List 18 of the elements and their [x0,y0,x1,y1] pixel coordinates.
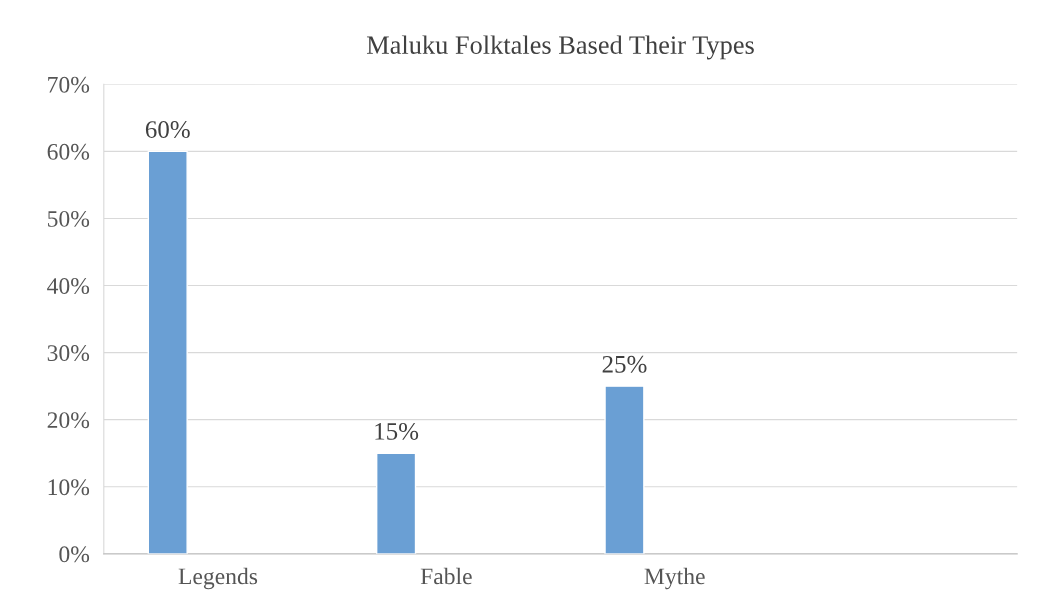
data-label: 15% [375,422,419,440]
data-label: 25% [602,355,647,373]
bar [604,385,645,554]
y-tick-label: 60% [47,143,90,160]
y-tick-label: 50% [48,210,90,227]
bar [147,150,188,554]
y-tick-label: 70% [48,76,90,93]
x-tick-label: Fable [420,567,472,585]
bar [375,452,417,554]
x-tick-label: Legends [178,567,258,590]
x-tick-label: Mythe [644,567,705,590]
y-tick-label: 20% [47,412,90,429]
y-tick-label: 30% [47,345,90,362]
y-tick-label: 0% [59,546,90,563]
chart-title: Maluku Folktales Based Their Types [366,35,754,60]
y-tick-label: 10% [48,479,90,496]
data-label: 60% [145,121,190,139]
y-tick-label: 40% [47,278,90,295]
